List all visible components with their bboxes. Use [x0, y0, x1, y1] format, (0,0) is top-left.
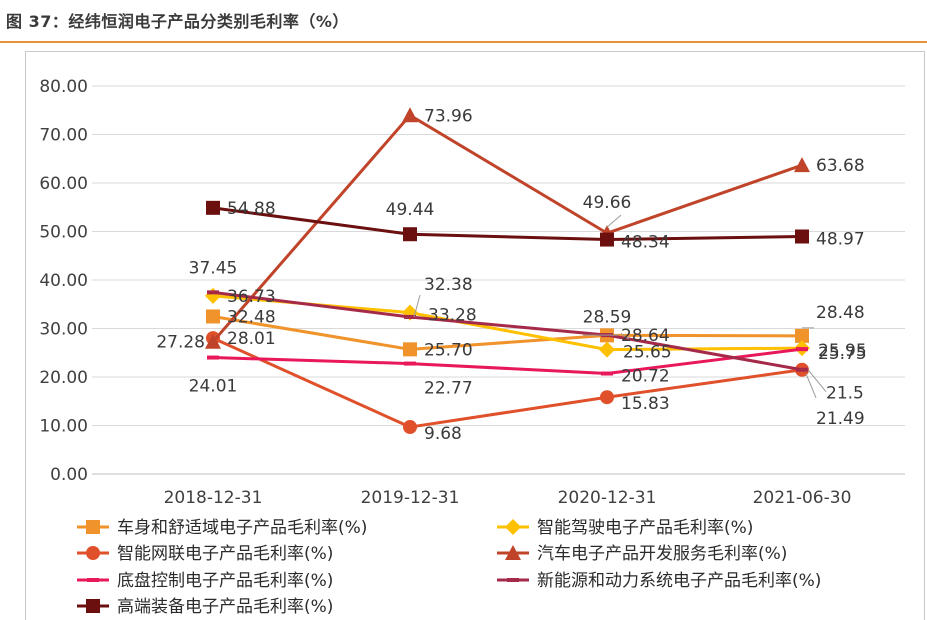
data-label: 25.75 [818, 344, 867, 364]
chart-frame [25, 51, 925, 620]
series-line [212, 314, 803, 351]
data-label: 32.48 [227, 307, 276, 327]
data-label: 73.96 [424, 106, 473, 126]
legend-label: 车身和舒适域电子产品毛利率(%) [117, 518, 367, 538]
data-label: 54.88 [227, 199, 276, 219]
y-tick-label: 50.00 [39, 223, 88, 243]
series-layer [205, 107, 810, 435]
data-point [403, 420, 417, 435]
legend-label: 新能源和动力系统电子产品毛利率(%) [537, 571, 821, 591]
data-label: 49.44 [386, 200, 435, 220]
leader-line [807, 369, 827, 393]
data-point [404, 314, 416, 319]
data-label: 21.49 [816, 409, 865, 429]
data-point [206, 200, 220, 215]
x-tick-label: 2019-12-31 [361, 488, 460, 508]
x-tick-label: 2021-06-30 [753, 488, 852, 508]
y-tick-label: 80.00 [39, 77, 88, 97]
data-label: 15.83 [621, 394, 670, 414]
series-line [212, 347, 803, 376]
data-point [402, 107, 418, 123]
data-point [601, 371, 613, 376]
legend-label: 汽车电子产品开发服务毛利率(%) [537, 544, 787, 564]
data-point [207, 290, 219, 295]
series-line [212, 336, 803, 429]
data-label: 20.72 [621, 367, 670, 387]
x-tick-label: 2018-12-31 [164, 488, 263, 508]
leader-line [413, 294, 421, 318]
data-point [207, 355, 219, 360]
data-point [403, 227, 417, 242]
data-label: 33.28 [428, 306, 477, 326]
data-point [205, 333, 221, 349]
data-point [796, 347, 808, 352]
legend-marker [86, 520, 100, 534]
data-label: 28.48 [816, 303, 865, 323]
leader-line [620, 332, 630, 340]
data-label: 25.70 [424, 340, 473, 360]
legend-marker [86, 599, 100, 613]
data-point [599, 341, 615, 358]
data-label: 9.68 [424, 424, 462, 444]
y-tick-label: 40.00 [39, 271, 88, 291]
data-label: 21.5 [826, 384, 864, 404]
y-tick-label: 10.00 [39, 417, 88, 437]
legend-label: 底盘控制电子产品毛利率(%) [117, 571, 333, 591]
title-rule [0, 41, 927, 43]
data-label: 25.65 [623, 343, 672, 363]
leader-line [805, 373, 817, 398]
data-label: 37.45 [189, 258, 238, 278]
series-line [212, 290, 803, 372]
data-label: 27.28 [156, 333, 205, 353]
data-label: 25.95 [818, 341, 867, 361]
legend-marker [505, 519, 521, 535]
data-label: 28.64 [621, 326, 670, 346]
data-point [795, 328, 809, 343]
leader-line [606, 214, 622, 228]
y-tick-label: 20.00 [39, 368, 88, 388]
data-label: 36.73 [227, 287, 276, 307]
legend-marker [505, 545, 521, 560]
data-point [796, 367, 808, 372]
y-tick-label: 70.00 [39, 126, 88, 146]
legend-marker [507, 578, 519, 582]
gridlines [92, 85, 905, 475]
data-point [795, 229, 809, 244]
data-point [794, 157, 810, 173]
series-line [212, 206, 803, 242]
y-axis-ticks: 0.00 10.00 20.00 30.00 40.00 50.00 60.00 70.00 8… [39, 77, 88, 485]
data-label: 22.77 [424, 379, 473, 399]
data-label: 28.01 [227, 329, 276, 349]
x-axis-ticks: 2018-12-31 2019-12-31 2020-12-31 2021-06-30 [164, 488, 852, 508]
legend: 车身和舒适域电子产品毛利率(%) 智能驾驶电子产品毛利率(%) 智能网联电子产品毛利… [77, 518, 821, 617]
data-label: 49.66 [583, 193, 632, 213]
data-point [403, 342, 417, 357]
figure-title: 图 37：经纬恒润电子产品分类别毛利率（%） [6, 12, 349, 31]
data-label: 28.59 [583, 307, 632, 327]
data-point [600, 390, 614, 405]
data-label: 32.38 [424, 275, 473, 295]
legend-marker [87, 578, 99, 582]
y-tick-label: 0.00 [50, 465, 88, 485]
legend-label: 智能网联电子产品毛利率(%) [117, 544, 333, 564]
data-label: 48.34 [621, 233, 670, 253]
data-point [600, 232, 614, 247]
legend-label: 高端装备电子产品毛利率(%) [117, 597, 333, 617]
y-tick-label: 30.00 [39, 320, 88, 340]
data-label: 24.01 [189, 377, 238, 397]
data-label: 63.68 [816, 156, 865, 176]
series-line [211, 113, 803, 343]
data-point [404, 361, 416, 366]
x-tick-label: 2020-12-31 [558, 488, 657, 508]
legend-label: 智能驾驶电子产品毛利率(%) [537, 518, 753, 538]
data-label: 48.97 [816, 229, 865, 249]
data-labels-layer: 32.48 25.70 28.59 28.48 36.73 33.28 25.65 25.95… [156, 106, 866, 444]
y-tick-label: 60.00 [39, 174, 88, 194]
legend-marker [86, 546, 100, 560]
data-point [206, 309, 220, 324]
data-point [205, 287, 221, 304]
